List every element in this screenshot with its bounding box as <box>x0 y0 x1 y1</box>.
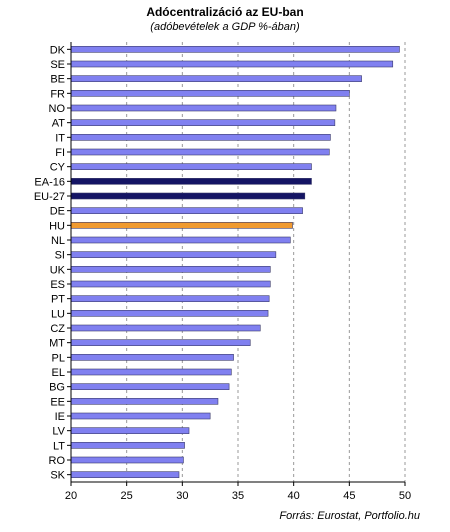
category-label: BE <box>50 74 65 86</box>
x-tick-label: 25 <box>121 490 133 502</box>
x-tick-label: 40 <box>288 490 300 502</box>
chart-subtitle: (adóbevételek a GDP %-ában) <box>150 21 300 33</box>
category-labels: DK SE BE FR NO AT IT FI CY EA-16 EU-27 DE HU NL SI UK ES… <box>34 44 71 482</box>
bar-uk <box>70 266 271 273</box>
category-label: MT <box>49 338 65 350</box>
category-label: EL <box>52 367 65 379</box>
bar-lv <box>70 427 190 434</box>
category-label: LV <box>52 426 65 438</box>
category-label: LT <box>53 440 65 452</box>
bars <box>70 46 400 478</box>
bar-ee <box>70 398 219 405</box>
bar-ro <box>70 456 184 464</box>
bar-fi <box>70 148 330 156</box>
x-tick-label: 35 <box>232 490 244 502</box>
category-label: DK <box>50 44 66 56</box>
bar-se <box>70 60 394 68</box>
bar-es <box>70 280 271 288</box>
category-label: UK <box>50 264 66 276</box>
category-label: DE <box>50 206 65 218</box>
category-label: HU <box>49 220 65 232</box>
bar-lt <box>70 442 185 449</box>
category-label: NL <box>51 235 65 247</box>
bar-bg <box>70 383 230 390</box>
bar-pl <box>70 354 234 361</box>
category-label: CY <box>50 162 66 174</box>
bar-fr <box>70 90 350 97</box>
category-label: PT <box>51 294 65 306</box>
chart-title: Adócentralizáció az EU-ban <box>146 5 304 19</box>
category-label: NO <box>49 103 66 115</box>
bar-el <box>70 368 232 376</box>
category-label: CZ <box>50 323 65 335</box>
category-label: PL <box>52 352 65 364</box>
grid-lines <box>126 42 406 482</box>
bar-ie <box>70 412 211 420</box>
x-tick-label: 20 <box>65 490 77 502</box>
category-label: SI <box>55 250 65 262</box>
x-tick-label: 50 <box>399 490 411 502</box>
bar-be <box>70 75 362 82</box>
bar-lu <box>70 310 269 317</box>
source-note: Forrás: Eurostat, Portfolio.hu <box>279 510 420 522</box>
bar-nl <box>70 236 291 244</box>
category-label: EE <box>50 396 65 408</box>
bar-si <box>70 251 277 258</box>
x-tick-label: 45 <box>343 490 355 502</box>
bar-cy <box>70 163 312 170</box>
bar-cz <box>70 324 261 332</box>
category-label: IE <box>55 411 65 423</box>
bar-mt <box>70 339 251 346</box>
bar-pt <box>70 295 270 302</box>
x-tick-labels: 20 25 30 35 40 45 50 <box>65 482 411 502</box>
bar-de <box>70 207 303 214</box>
category-label: AT <box>52 118 66 130</box>
bar-at <box>70 119 336 126</box>
category-label: EU-27 <box>34 191 65 203</box>
x-tick-label: 30 <box>176 490 188 502</box>
category-label: ES <box>50 279 65 291</box>
bar-no <box>70 104 337 112</box>
category-label: FR <box>50 88 65 100</box>
category-label: SK <box>50 470 65 482</box>
bar-ea-16 <box>70 178 312 185</box>
bar-it <box>70 134 331 141</box>
bar-sk <box>70 471 180 478</box>
axes <box>70 42 405 483</box>
bar-dk <box>70 46 400 53</box>
category-label: SE <box>50 59 65 71</box>
category-label: EA-16 <box>34 176 65 188</box>
bar-hu <box>70 222 293 229</box>
category-label: BG <box>49 382 65 394</box>
category-label: LU <box>51 308 65 320</box>
category-label: FI <box>55 147 65 159</box>
category-label: RO <box>49 455 66 467</box>
category-label: IT <box>55 132 65 144</box>
bar-eu-27 <box>70 192 306 200</box>
